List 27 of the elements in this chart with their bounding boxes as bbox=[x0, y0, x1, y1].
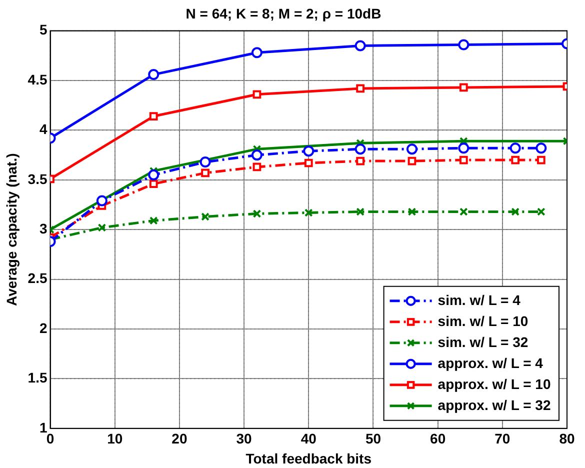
chart-title: N = 64; K = 8; M = 2; ρ = 10dB bbox=[186, 5, 382, 22]
y-tick-label: 4 bbox=[39, 121, 48, 138]
x-tick-label: 10 bbox=[107, 430, 123, 447]
y-tick-label: 3.5 bbox=[28, 170, 48, 187]
y-axis-title: Average capacity (nat.) bbox=[3, 153, 20, 306]
x-axis-title: Total feedback bits bbox=[246, 450, 372, 466]
x-tick-label: 0 bbox=[46, 430, 54, 447]
y-tick-label: 1 bbox=[39, 419, 48, 436]
y-tick-label: 3 bbox=[39, 220, 48, 236]
y-tick-label: 5 bbox=[39, 22, 48, 38]
y-tick-label: 2.5 bbox=[28, 270, 48, 286]
x-tick-label: 80 bbox=[559, 430, 575, 447]
x-tick-label: 70 bbox=[494, 430, 510, 447]
legend-label: sim. w/ L = 4 bbox=[438, 292, 521, 308]
legend-label: sim. w/ L = 32 bbox=[438, 334, 528, 350]
x-tick-label: 60 bbox=[430, 430, 446, 447]
x-tick-label: 20 bbox=[172, 430, 188, 447]
legend-label: approx. w/ L = 4 bbox=[438, 354, 544, 371]
y-tick-label: 2 bbox=[39, 320, 48, 336]
x-tick-label: 30 bbox=[236, 430, 252, 447]
x-tick-label: 40 bbox=[300, 430, 317, 447]
x-tick-label: 50 bbox=[365, 430, 382, 447]
y-tick-label: 4.5 bbox=[28, 71, 48, 88]
legend-label: sim. w/ L = 10 bbox=[438, 312, 528, 329]
legend-label: approx. w/ L = 32 bbox=[438, 396, 551, 413]
y-tick-label: 1.5 bbox=[28, 370, 48, 386]
legend-label: approx. w/ L = 10 bbox=[438, 376, 551, 392]
